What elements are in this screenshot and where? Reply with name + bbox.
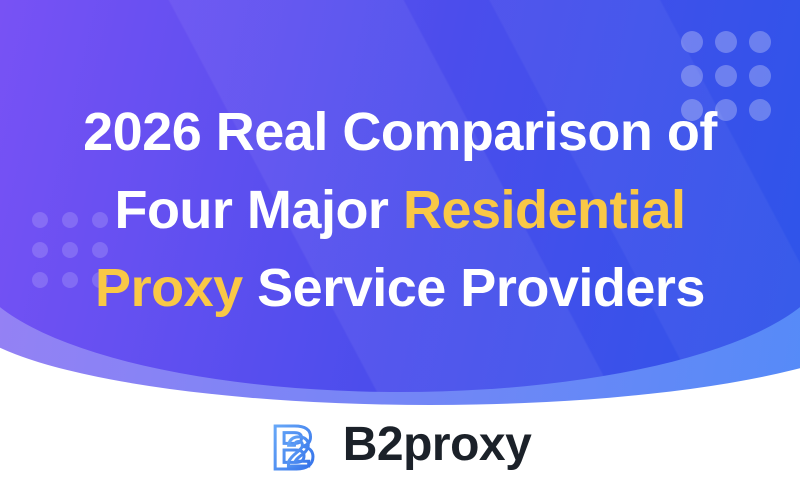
title-text: 2026 Real Comparison of: [83, 102, 717, 162]
dot: [715, 31, 737, 53]
dot: [32, 272, 48, 288]
dot: [681, 99, 703, 121]
dot: [62, 272, 78, 288]
dot: [32, 242, 48, 258]
b2proxy-monogram-icon: B 2: [269, 413, 317, 477]
dot: [749, 31, 771, 53]
dot: [715, 99, 737, 121]
dot: [32, 212, 48, 228]
dot: [715, 65, 737, 87]
logo-wordmark: B2proxy: [342, 418, 532, 471]
dot: [92, 212, 108, 228]
title-text: Four Major: [114, 180, 403, 240]
monogram-digit-2: 2: [287, 428, 310, 475]
title-line-1: 2026 Real Comparison of: [0, 93, 800, 171]
dot-grid-icon: [681, 31, 771, 121]
dot: [749, 65, 771, 87]
dot: [681, 65, 703, 87]
title-accent-text: Residential: [402, 180, 686, 240]
monogram-letter-b: B: [271, 414, 316, 477]
dot-grid-icon: [32, 212, 108, 288]
hero-banner: 2026 Real Comparison of Four Major Resid…: [0, 0, 800, 392]
page-title: 2026 Real Comparison of Four Major Resid…: [0, 93, 800, 327]
dot: [749, 99, 771, 121]
title-text: Service Providers: [242, 258, 705, 318]
b2proxy-logo: B 2 B2proxy: [0, 410, 800, 480]
title-line-3: Proxy Service Providers: [0, 249, 800, 327]
title-accent-text: Proxy: [95, 258, 243, 318]
dot: [62, 242, 78, 258]
title-line-2: Four Major Residential: [0, 171, 800, 249]
dot: [92, 242, 108, 258]
dot: [62, 212, 78, 228]
dot: [681, 31, 703, 53]
dot: [92, 272, 108, 288]
